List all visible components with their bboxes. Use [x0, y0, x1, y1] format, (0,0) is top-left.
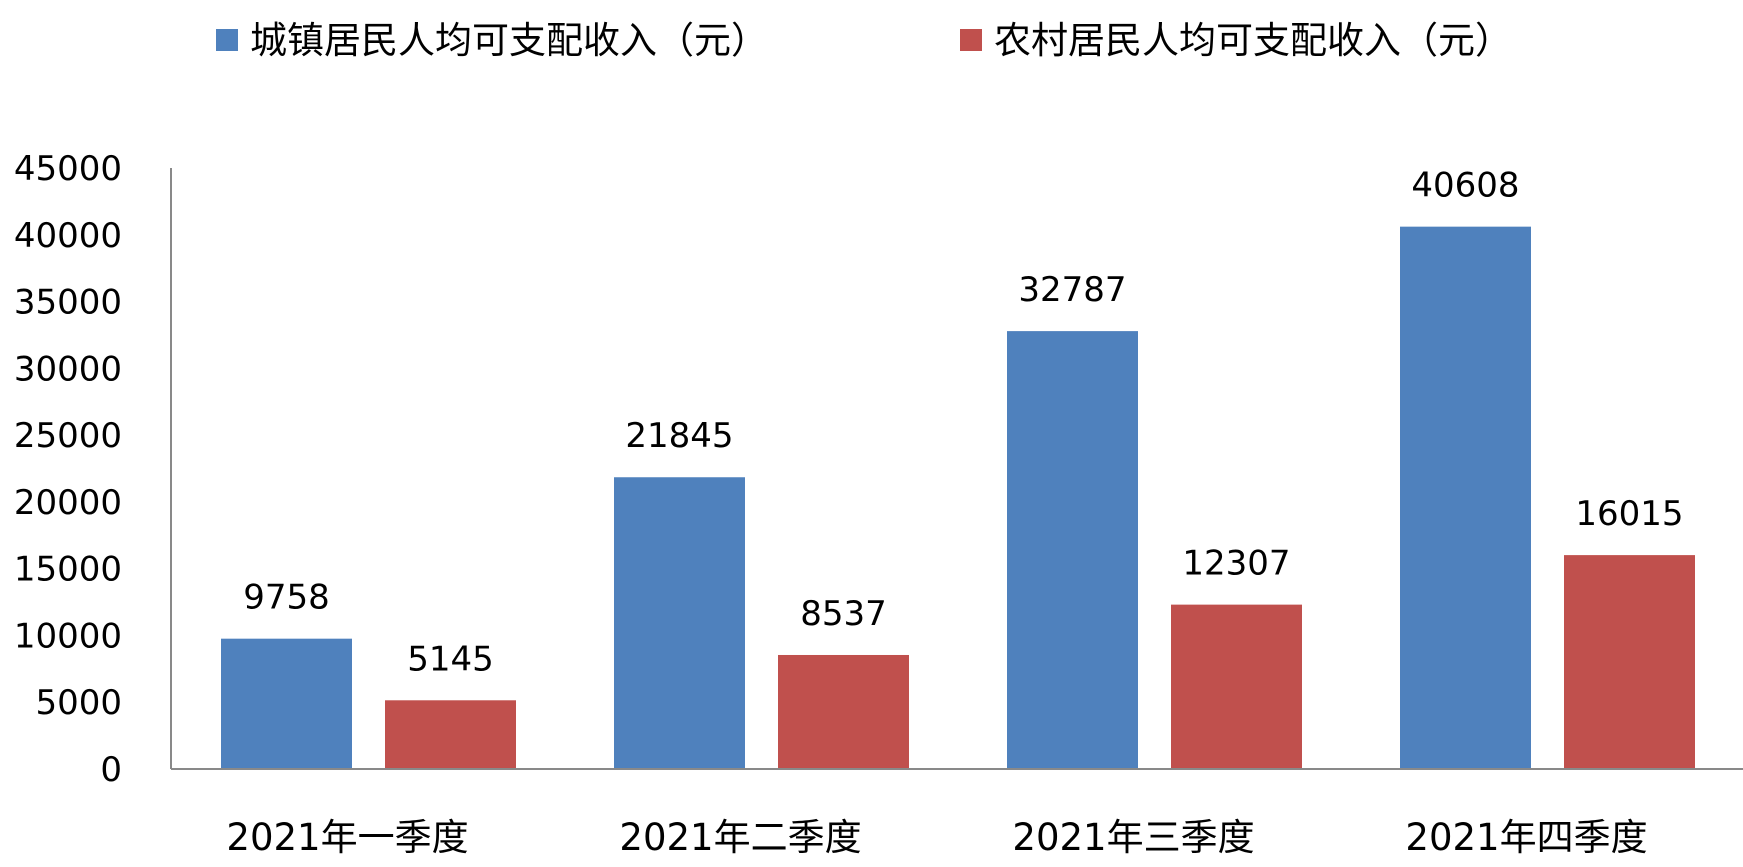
- bars: [221, 226, 1695, 769]
- bar-urban-1: [221, 638, 352, 769]
- bar-rural-4: [1564, 555, 1695, 769]
- y-tick-label: 0: [100, 750, 122, 790]
- y-tick-label: 10000: [14, 616, 122, 656]
- y-tick-label: 20000: [14, 483, 122, 523]
- x-tick-label: 2021年二季度: [619, 816, 861, 859]
- data-label-rural-4: 16015: [1575, 494, 1683, 534]
- legend: 城镇居民人均可支配收入（元） 农村居民人均可支配收入（元）: [216, 19, 1512, 62]
- legend-label-urban: 城镇居民人均可支配收入（元）: [250, 19, 768, 62]
- data-label-urban-3: 32787: [1018, 270, 1126, 310]
- y-tick-label: 35000: [14, 283, 122, 323]
- legend-label-rural: 农村居民人均可支配收入（元）: [994, 19, 1512, 62]
- bar-rural-2: [778, 654, 909, 769]
- y-tick-labels: 0 5000 10000 15000 20000 25000 30000 35000 40000…: [14, 149, 122, 790]
- data-label-rural-2: 8537: [800, 594, 887, 634]
- y-tick-label: 45000: [14, 149, 122, 189]
- y-tick-label: 25000: [14, 416, 122, 456]
- data-label-rural-3: 12307: [1182, 544, 1290, 584]
- data-label-urban-2: 21845: [625, 416, 733, 456]
- data-label-urban-1: 9758: [243, 578, 330, 618]
- bar-rural-1: [385, 700, 516, 769]
- x-tick-label: 2021年一季度: [226, 816, 468, 859]
- data-labels: 9758 5145 21845 8537 32787 12307 40608 16015: [243, 166, 1683, 680]
- y-tick-label: 40000: [14, 216, 122, 256]
- x-tick-label: 2021年三季度: [1012, 816, 1254, 859]
- y-tick-label: 15000: [14, 550, 122, 590]
- bar-urban-2: [614, 477, 745, 769]
- bar-urban-3: [1007, 331, 1138, 769]
- legend-swatch-rural: [960, 29, 982, 51]
- data-label-urban-4: 40608: [1411, 166, 1519, 206]
- x-tick-label: 2021年四季度: [1405, 816, 1647, 859]
- bar-rural-3: [1171, 604, 1302, 769]
- y-tick-label: 5000: [35, 683, 122, 723]
- x-tick-labels: 2021年一季度 2021年二季度 2021年三季度 2021年四季度: [226, 816, 1647, 859]
- bar-urban-4: [1400, 226, 1531, 769]
- y-tick-label: 30000: [14, 349, 122, 389]
- legend-swatch-urban: [216, 29, 238, 51]
- data-label-rural-1: 5145: [407, 639, 494, 679]
